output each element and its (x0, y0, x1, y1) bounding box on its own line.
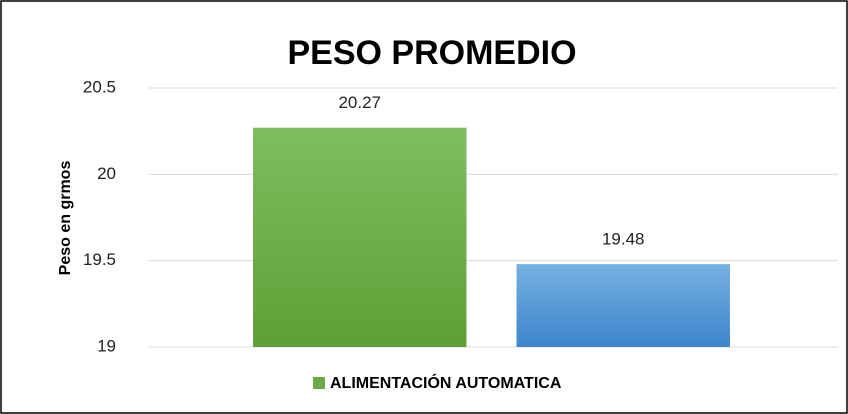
y-tick-label: 19.5 (83, 250, 116, 269)
y-axis-label: Peso en grmos (57, 161, 74, 276)
bar (516, 264, 730, 347)
chart-title: PESO PROMEDIO (287, 34, 576, 72)
data-label: 20.27 (338, 93, 381, 112)
data-label: 19.48 (602, 230, 645, 249)
y-tick-label: 20.5 (83, 77, 116, 96)
legend-label: ALIMENTACIÓN AUTOMATICA (330, 373, 562, 392)
y-tick-label: 20 (97, 164, 116, 183)
y-tick-label: 19 (97, 336, 116, 355)
legend-swatch (313, 377, 325, 389)
bar (253, 127, 467, 347)
